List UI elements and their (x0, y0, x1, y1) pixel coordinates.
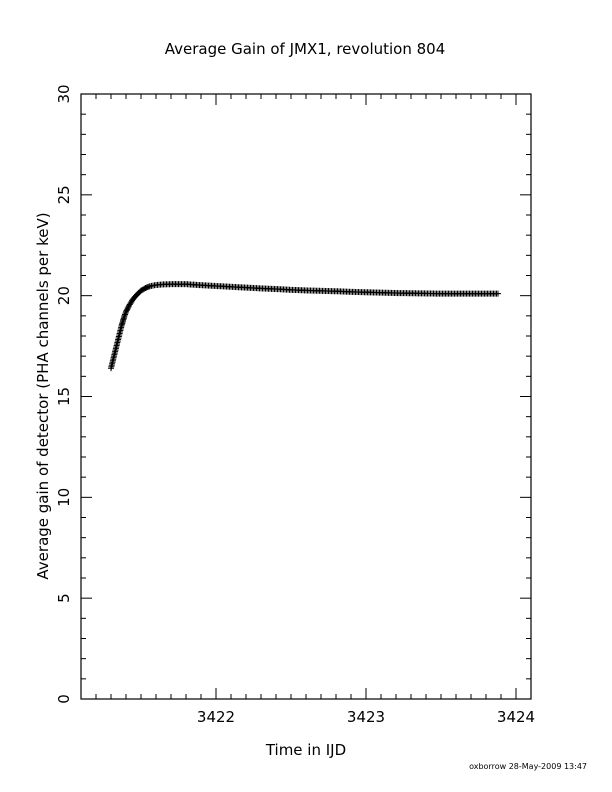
data-series (108, 281, 501, 372)
y-tick-label: 20 (55, 286, 73, 305)
y-axis: 0 5 10 15 20 25 30 (55, 84, 531, 704)
y-tick-label: 30 (55, 84, 73, 103)
chart-title: Average Gain of JMX1, revolution 804 (165, 40, 446, 58)
plot-frame (80, 93, 532, 700)
footer-stamp: oxborrow 28-May-2009 13:47 (469, 762, 587, 771)
x-tick-label: 3422 (197, 708, 235, 726)
x-axis: 3422 3423 3424 (80, 94, 535, 726)
x-tick-label: 3423 (347, 708, 385, 726)
y-tick-label: 5 (55, 593, 73, 603)
data-point (495, 290, 501, 297)
x-tick-label: 3424 (497, 708, 535, 726)
y-axis-label: Average gain of detector (PHA channels p… (34, 212, 52, 579)
y-tick-label: 0 (55, 694, 73, 704)
y-tick-label: 15 (55, 387, 73, 406)
x-axis-label: Time in IJD (265, 741, 346, 759)
y-tick-label: 10 (55, 488, 73, 507)
y-tick-label: 25 (55, 185, 73, 204)
